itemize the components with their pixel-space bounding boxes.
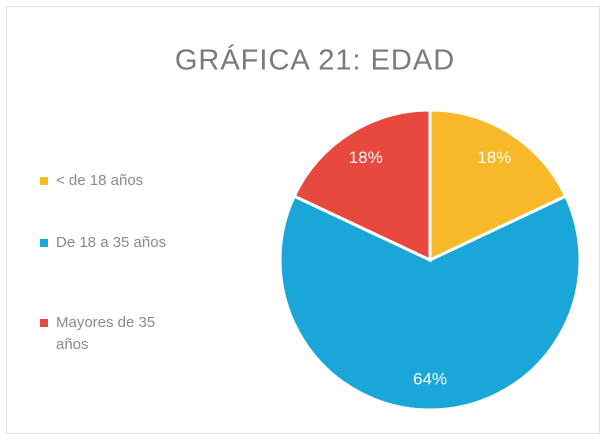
- pie-slice: [428, 108, 568, 263]
- legend-label: De 18 a 35 años: [56, 234, 167, 251]
- pie-slice: [278, 194, 582, 412]
- legend-swatch: [40, 239, 48, 247]
- data-label: 64%: [413, 369, 447, 388]
- data-label: 18%: [477, 148, 511, 167]
- legend-label: Mayores de 35 años: [56, 314, 156, 353]
- data-label: 18%: [349, 148, 383, 167]
- legend-item: < de 18 años: [40, 170, 190, 192]
- legend-swatch: [40, 319, 48, 327]
- chart-title: GRÁFICA 21: EDAD: [175, 44, 455, 77]
- legend-label: < de 18 años: [56, 172, 144, 189]
- chart-frame: [6, 6, 600, 434]
- legend-swatch: [40, 177, 48, 185]
- legend-item: De 18 a 35 años: [40, 232, 190, 254]
- legend-item: Mayores de 35 años: [40, 312, 190, 356]
- pie-slice: [292, 108, 432, 263]
